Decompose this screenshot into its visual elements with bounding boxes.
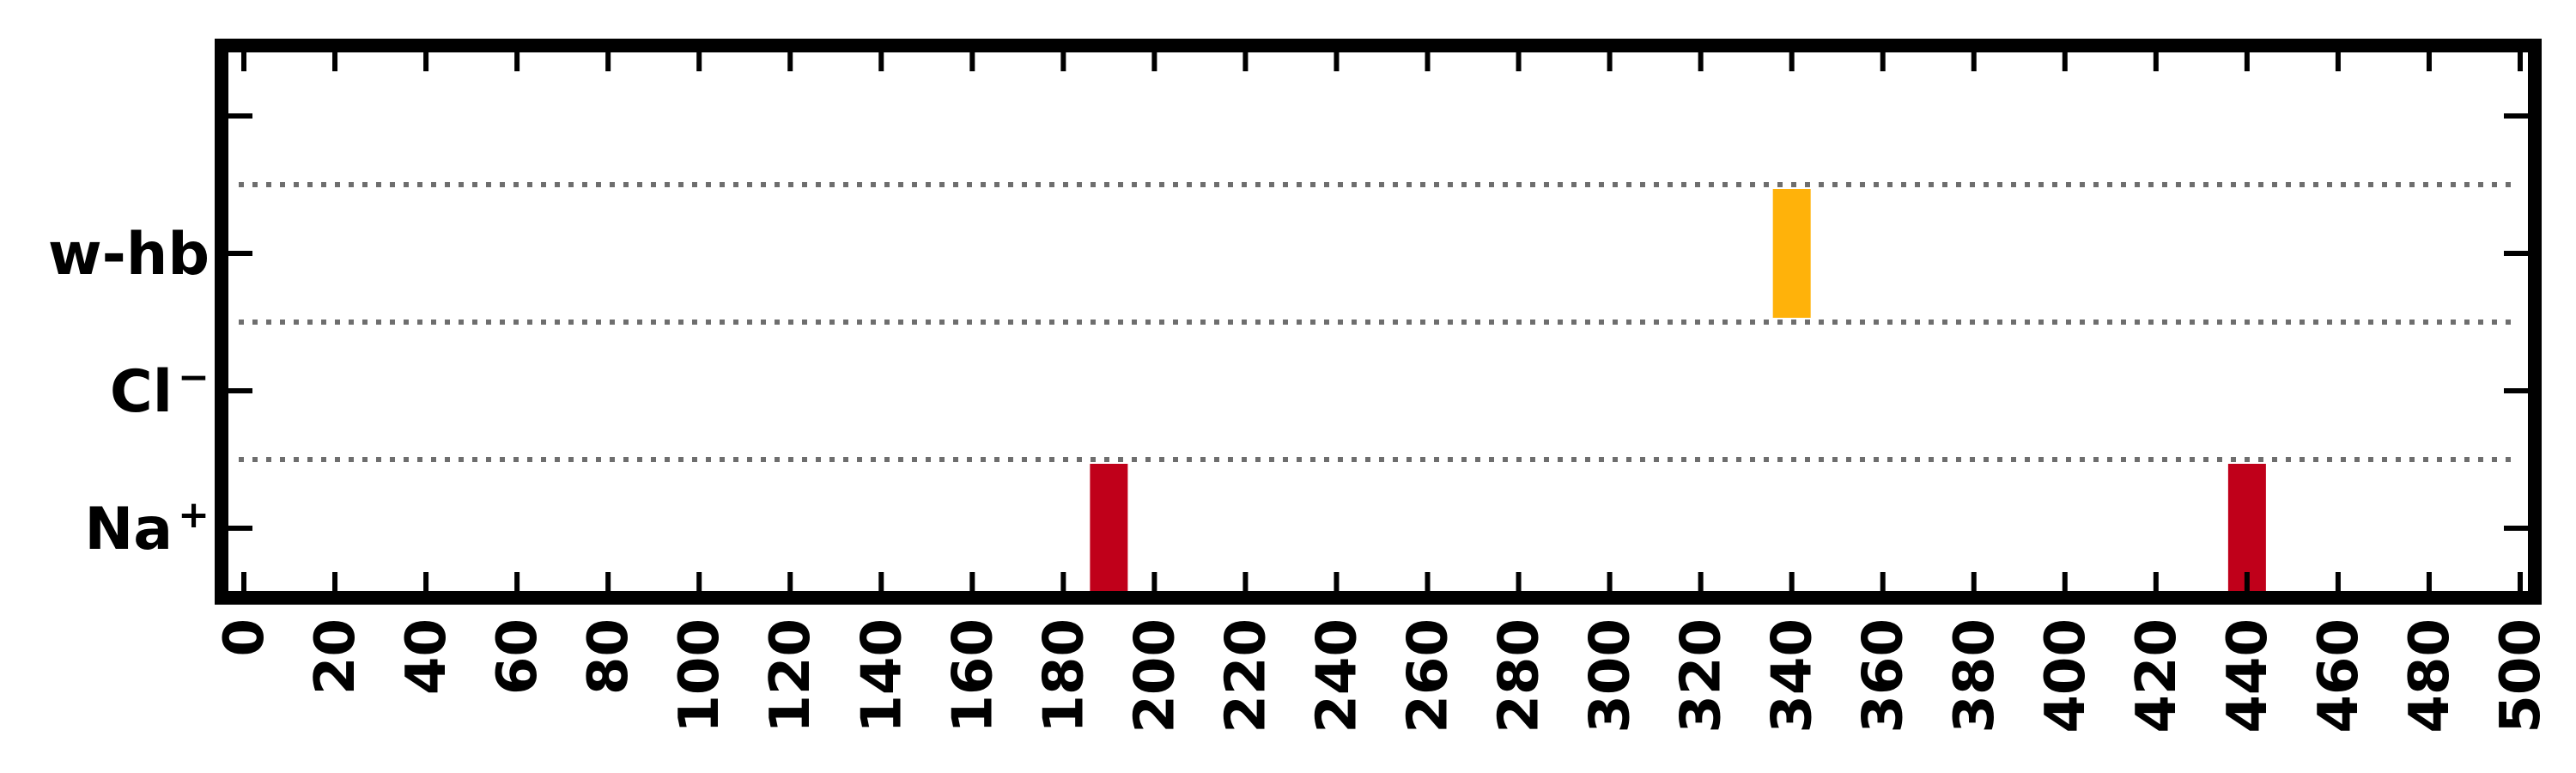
y-category-label-cl: Cl − xyxy=(110,356,210,427)
x-tick-label: 440 xyxy=(2216,618,2280,733)
x-tick-label: 180 xyxy=(1032,618,1096,733)
x-tick-label: 160 xyxy=(941,618,1005,733)
row-separators xyxy=(239,182,2518,462)
x-tick-label: 20 xyxy=(304,618,368,695)
x-tick-label: 40 xyxy=(395,618,459,695)
x-tick-label: 240 xyxy=(1305,618,1369,733)
event-bar-whb xyxy=(1772,189,1811,318)
x-tick-label: 460 xyxy=(2307,618,2371,733)
x-tick-label: 260 xyxy=(1397,618,1461,733)
x-tick-label: 420 xyxy=(2125,618,2189,733)
y-category-labels: Na + Cl − w-hb xyxy=(48,221,210,563)
x-tick-label: 480 xyxy=(2398,618,2462,733)
x-tick-label: 280 xyxy=(1488,618,1552,733)
event-bar-na xyxy=(1090,464,1128,591)
x-tick-label: 400 xyxy=(2034,618,2098,733)
y-category-label-na: Na + xyxy=(84,493,210,564)
x-tick-label: 300 xyxy=(1579,618,1643,733)
x-tick-label: 80 xyxy=(577,618,641,695)
x-tick-label: 320 xyxy=(1670,618,1734,733)
x-tick-label: 0 xyxy=(213,618,276,657)
x-tick-label: 100 xyxy=(668,618,732,733)
event-bars xyxy=(1090,189,2266,591)
x-tick-label: 200 xyxy=(1123,618,1187,733)
x-tick-labels: 0 20 40 60 80 100 120 140 160 180 200 220 240 260 280 3… xyxy=(213,618,2553,733)
plot-frame xyxy=(215,39,2542,605)
x-tick-label: 60 xyxy=(486,618,550,695)
x-tick-label: 120 xyxy=(759,618,823,733)
y-category-label-whb: w-hb xyxy=(48,221,210,289)
x-tick-label: 500 xyxy=(2489,618,2553,733)
x-tick-label: 220 xyxy=(1214,618,1278,733)
event-bar-na xyxy=(2227,464,2266,591)
x-tick-label: 360 xyxy=(1852,618,1916,733)
x-tick-label: 380 xyxy=(1943,618,2007,733)
x-tick-label: 340 xyxy=(1761,618,1825,733)
x-tick-label: 140 xyxy=(850,618,914,733)
